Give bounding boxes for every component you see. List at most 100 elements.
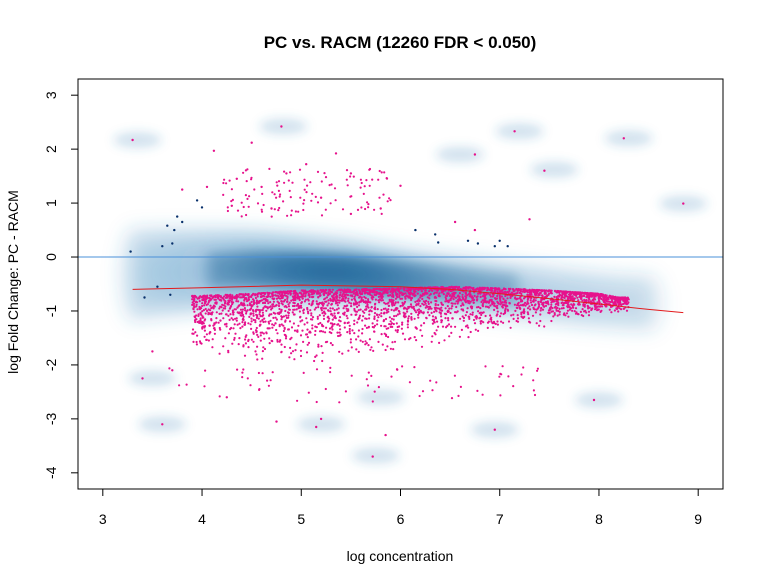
data-point <box>409 337 412 340</box>
data-point <box>208 332 211 335</box>
data-point <box>401 365 404 368</box>
data-point <box>399 292 402 295</box>
data-point <box>507 375 510 378</box>
data-point <box>271 326 274 329</box>
data-point <box>353 323 356 326</box>
data-point <box>389 294 392 297</box>
data-point <box>522 304 525 307</box>
data-point <box>536 367 540 370</box>
data-point <box>531 289 534 292</box>
data-point <box>509 287 512 290</box>
data-point <box>407 315 410 318</box>
data-point <box>274 322 277 325</box>
data-point <box>473 228 477 232</box>
data-point <box>194 294 197 298</box>
data-point <box>558 313 561 316</box>
data-point <box>245 310 248 313</box>
data-point <box>471 311 474 314</box>
data-point <box>217 321 220 324</box>
data-point <box>343 299 346 302</box>
data-point <box>240 296 243 299</box>
data-point <box>384 433 387 437</box>
data-point <box>331 314 334 317</box>
data-point <box>285 306 288 309</box>
data-point <box>258 310 261 314</box>
data-point <box>295 308 298 311</box>
data-point <box>421 297 424 301</box>
data-point <box>428 297 431 300</box>
data-point <box>532 389 536 392</box>
data-point <box>461 308 464 311</box>
data-point <box>382 193 385 196</box>
data-point <box>348 290 351 293</box>
data-point <box>562 313 566 316</box>
data-point <box>246 197 249 200</box>
data-point <box>394 307 397 310</box>
data-point <box>207 339 210 342</box>
data-point <box>380 324 383 327</box>
data-point <box>601 305 604 308</box>
data-point <box>404 315 407 318</box>
data-point <box>360 206 363 209</box>
data-point <box>496 307 499 310</box>
data-point <box>472 318 476 322</box>
data-point <box>298 306 301 309</box>
data-point <box>242 295 245 298</box>
data-point <box>557 302 560 305</box>
data-point <box>286 311 290 314</box>
data-point <box>299 349 303 352</box>
data-point <box>363 290 366 293</box>
data-point <box>597 305 600 308</box>
data-point <box>458 292 461 295</box>
data-point <box>560 307 564 310</box>
data-point <box>195 343 198 346</box>
data-point <box>205 185 209 189</box>
data-point <box>423 291 427 295</box>
data-point <box>462 316 466 320</box>
data-point <box>334 317 337 320</box>
data-point <box>247 346 250 349</box>
data-point <box>284 320 287 323</box>
data-point <box>553 312 556 315</box>
data-point <box>304 290 307 293</box>
data-point <box>474 328 477 331</box>
data-point <box>571 291 574 294</box>
data-point <box>221 309 224 312</box>
data-point <box>350 294 354 297</box>
data-point <box>329 307 332 310</box>
data-point <box>196 320 199 324</box>
data-point <box>450 397 454 400</box>
data-point <box>525 303 529 306</box>
data-point <box>322 288 325 292</box>
data-point <box>319 321 322 325</box>
data-point <box>504 290 507 293</box>
data-point <box>462 297 465 300</box>
data-point <box>213 328 216 331</box>
data-point <box>303 199 306 202</box>
data-point <box>498 294 501 297</box>
data-point <box>250 327 253 330</box>
data-point <box>242 368 245 371</box>
data-point <box>229 328 232 331</box>
data-point <box>422 311 425 314</box>
data-point <box>306 328 309 331</box>
data-point <box>356 305 359 308</box>
data-point <box>430 301 433 304</box>
data-point <box>344 297 347 300</box>
data-point <box>250 295 253 299</box>
data-point <box>494 322 497 325</box>
data-point <box>281 293 284 296</box>
data-point <box>327 309 330 312</box>
data-point <box>277 304 281 308</box>
data-point <box>343 305 346 308</box>
data-point <box>252 312 255 315</box>
data-point <box>255 314 259 317</box>
data-point <box>517 304 521 307</box>
data-point <box>286 214 289 217</box>
data-point <box>227 295 230 298</box>
data-point <box>296 399 299 402</box>
data-point <box>553 295 556 298</box>
data-point <box>567 290 571 293</box>
data-point <box>352 290 355 293</box>
